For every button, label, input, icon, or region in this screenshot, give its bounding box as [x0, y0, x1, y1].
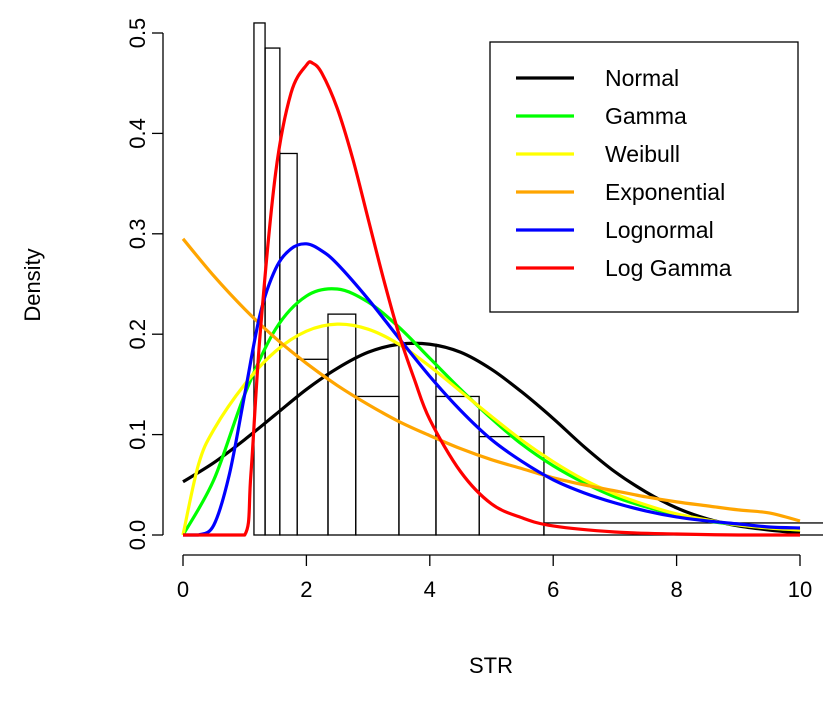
legend-label: Gamma — [605, 103, 687, 129]
y-tick-label: 0.3 — [125, 219, 150, 250]
y-tick-label: 0.5 — [125, 18, 150, 49]
curve-log-gamma — [183, 60, 800, 537]
legend-label: Lognormal — [605, 217, 714, 243]
curve-lognormal — [183, 242, 801, 537]
curve-gamma — [181, 287, 801, 536]
curve-exponential — [181, 237, 801, 523]
histogram-bar — [398, 343, 437, 536]
axes: 0 2 4 6 8 10 0.0 0.1 0.2 0.3 0.4 0.5 — [125, 18, 812, 602]
legend: Normal Gamma Weibull Exponential Lognormal Lo… — [489, 41, 799, 313]
x-axis-title: STR — [469, 653, 513, 678]
histogram-bar — [327, 313, 357, 536]
x-tick-label: 0 — [177, 577, 189, 602]
density-curves — [181, 60, 801, 537]
legend-label: Log Gamma — [605, 255, 732, 281]
legend-label: Normal — [605, 65, 679, 91]
x-tick-label: 2 — [300, 577, 312, 602]
y-tick-label: 0.0 — [125, 520, 150, 551]
x-tick-label: 8 — [670, 577, 682, 602]
histogram-bar — [279, 152, 298, 536]
x-tick-label: 6 — [547, 577, 559, 602]
legend-label: Weibull — [605, 141, 680, 167]
x-tick-label: 4 — [424, 577, 436, 602]
legend-label: Exponential — [605, 179, 725, 205]
y-tick-label: 0.4 — [125, 118, 150, 149]
curve-normal — [182, 341, 801, 535]
y-tick-label: 0.1 — [125, 419, 150, 450]
y-tick-label: 0.2 — [125, 319, 150, 350]
x-tick-label: 10 — [788, 577, 812, 602]
y-axis-title: Density — [20, 248, 45, 321]
